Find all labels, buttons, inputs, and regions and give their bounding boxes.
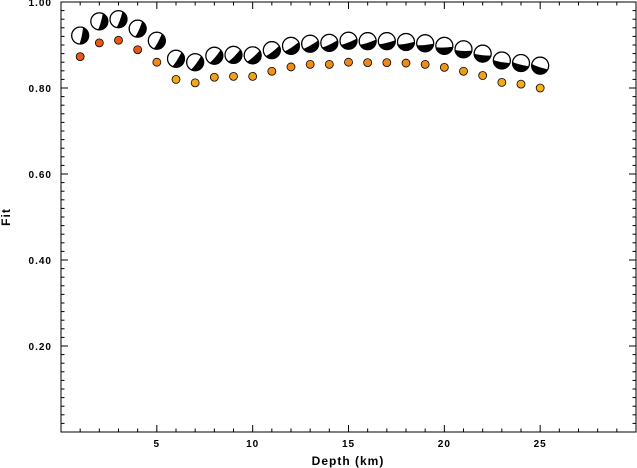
mechanism-marker — [205, 46, 224, 65]
fit-circle-marker — [420, 59, 430, 69]
mechanism-marker — [301, 34, 320, 53]
y-tick-label: 0.80 — [29, 84, 52, 95]
mechanism-marker — [377, 32, 396, 51]
x-tick-label: 5 — [154, 439, 161, 450]
mechanism-marker — [166, 49, 186, 68]
mechanism-marker — [492, 51, 511, 70]
fit-circle-marker — [114, 35, 123, 45]
y-axis-ticks — [61, 10, 636, 424]
mechanism-marker — [243, 46, 262, 65]
fit-circle-marker — [248, 71, 258, 81]
mechanism-marker — [320, 33, 339, 52]
mechanism-marker — [435, 36, 454, 55]
mechanism-marker — [531, 56, 550, 75]
fit-circle-marker — [401, 58, 411, 68]
mechanism-marker — [128, 19, 147, 38]
y-axis-label: Fit — [0, 208, 13, 226]
mechanism-marker — [511, 53, 531, 73]
y-tick-label: 0.20 — [29, 342, 52, 353]
mechanism-marker — [339, 31, 358, 50]
fit-circle-marker — [439, 62, 449, 72]
y-tick-label: 0.60 — [29, 170, 52, 181]
mechanism-marker — [396, 32, 416, 52]
fit-circle-marker — [75, 52, 85, 62]
fit-circle-marker — [267, 66, 277, 76]
circle-fit-series — [75, 35, 545, 93]
mechanism-marker — [416, 34, 435, 53]
fit-circle-marker — [171, 75, 181, 84]
fit-circle-marker — [152, 57, 162, 67]
mechanism-marker — [147, 31, 166, 50]
fit-circle-marker — [459, 66, 468, 76]
mechanism-marker — [281, 36, 301, 55]
fit-circle-marker — [535, 83, 545, 93]
fit-circle-marker — [344, 57, 353, 67]
x-tick-label: 10 — [246, 439, 259, 450]
y-tick-label: 0.40 — [29, 256, 52, 267]
x-tick-label: 15 — [342, 439, 355, 450]
fit-circle-marker — [286, 62, 296, 72]
mechanism-marker — [224, 45, 243, 64]
fit-circle-marker — [305, 59, 315, 69]
x-axis-label: Depth (km) — [312, 454, 385, 468]
x-tick-label: 20 — [438, 439, 451, 450]
fit-circle-marker — [209, 72, 219, 82]
fit-circle-marker — [382, 58, 392, 68]
fit-circle-marker — [190, 78, 200, 88]
mechanism-marker — [90, 12, 109, 31]
x-axis-ticks — [79, 2, 618, 432]
fit-circle-marker — [229, 71, 238, 81]
fit-circle-marker — [94, 38, 104, 48]
y-axis-tick-labels: 0.20 0.40 0.60 0.80 1.00 — [29, 0, 52, 353]
mechanism-marker — [186, 53, 205, 72]
fit-circle-marker — [133, 45, 143, 55]
mechanism-marker — [71, 26, 90, 45]
fit-circle-marker — [363, 58, 373, 68]
mechanism-marker — [454, 40, 473, 59]
mechanism-marker — [109, 10, 128, 29]
mechanism-fit-series — [71, 10, 550, 75]
fit-circle-marker — [497, 78, 507, 87]
mechanism-marker — [262, 41, 281, 60]
x-tick-label: 25 — [534, 439, 547, 450]
mechanism-marker — [473, 44, 492, 63]
mechanism-marker — [358, 32, 377, 51]
fit-circle-marker — [478, 71, 488, 80]
y-tick-label: 1.00 — [29, 0, 52, 9]
fit-circle-marker — [324, 59, 334, 69]
fit-circle-marker — [516, 79, 526, 89]
x-axis-tick-labels: 5 10 15 20 25 — [154, 439, 547, 450]
